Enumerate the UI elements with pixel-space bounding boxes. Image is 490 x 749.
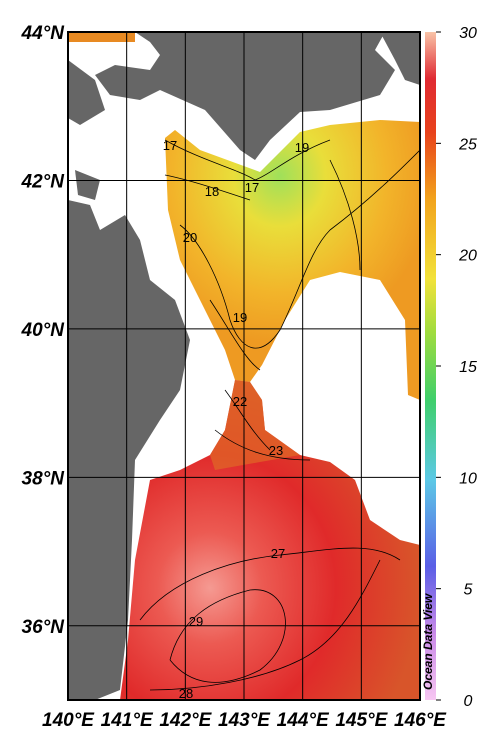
contour-label: 29 (189, 614, 203, 629)
contour-label: 17 (163, 138, 177, 153)
lat-label: 44°N (21, 23, 66, 44)
map-area (68, 32, 420, 700)
colorbar-tick-label: 20 (458, 248, 477, 265)
colorbar-tick-label: 25 (458, 136, 477, 153)
colorbar-tick-label: 10 (459, 470, 477, 487)
contour-label: 22 (233, 394, 247, 409)
contour-label: 19 (295, 140, 309, 155)
contour-label: 18 (205, 184, 219, 199)
lon-label: 143°E (218, 710, 271, 731)
lon-label: 146°E (394, 710, 447, 731)
contour-label: 19 (233, 310, 247, 325)
colorbar-tick-label: 30 (459, 25, 477, 42)
contour-label: 20 (183, 230, 197, 245)
colorbar (425, 32, 436, 700)
map-frame (67, 31, 421, 701)
lat-label: 40°N (21, 320, 66, 341)
contour-label: 27 (271, 546, 285, 561)
lat-label: 38°N (22, 468, 66, 489)
lon-label: 144°E (277, 710, 330, 731)
contour-label: 17 (245, 180, 259, 195)
colorbar-tick-label: 15 (459, 359, 477, 376)
contour-label: 23 (269, 443, 283, 458)
contour-lines (139, 139, 420, 691)
lon-label: 141°E (101, 710, 154, 731)
lon-label: 140°E (42, 710, 95, 731)
credit: Ocean Data View (421, 593, 435, 690)
lon-label: 145°E (335, 710, 388, 731)
lat-label: 42°N (21, 171, 66, 192)
lon-label: 142°E (159, 710, 212, 731)
contour-label: 28 (179, 686, 193, 701)
colorbar-tick-label: 5 (464, 582, 473, 599)
lat-label: 36°N (22, 617, 66, 638)
colorbar-tick-label: 0 (464, 693, 473, 710)
